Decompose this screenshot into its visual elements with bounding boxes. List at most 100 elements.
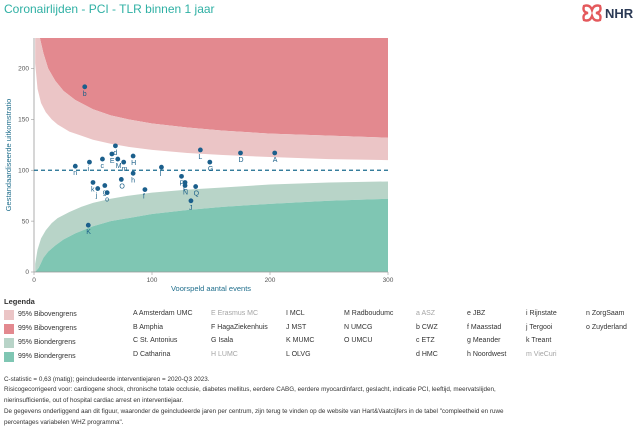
point-label-D: D [239, 157, 244, 164]
point-label-G: G [208, 166, 213, 173]
data-point-A [272, 150, 278, 156]
data-point-k [90, 180, 96, 185]
legend-band-lower99: 99% Biondergrens [4, 351, 76, 362]
legend-label-lower99: 99% Biondergrens [18, 353, 76, 360]
x-tick-label: 200 [265, 277, 276, 284]
legend-swatch-lower99 [4, 351, 14, 362]
y-tick-label: 0 [25, 269, 29, 276]
data-point-h [130, 170, 136, 176]
y-tick-label: 100 [18, 167, 29, 174]
chart-title: Coronairlijden - PCI - TLR binnen 1 jaar [4, 2, 215, 16]
point-label-Q: Q [194, 191, 200, 198]
nhr-logo-text: NHR [605, 6, 634, 21]
y-tick-label: 50 [22, 218, 30, 225]
y-tick-label: 150 [18, 117, 29, 124]
point-label-F: F [183, 186, 187, 193]
legend-hospital-2-2: K MUMC [286, 337, 315, 344]
legend-hospital-6-0: i Rijnstate [526, 310, 557, 317]
legend-hospital-5-3: h Noordwest [467, 350, 507, 358]
data-point-L [197, 147, 203, 153]
legend-hospital-3-0: M Radboudumc [344, 310, 394, 317]
legend-band-upper99: 99% Bibovengrens [4, 323, 77, 334]
point-label-j: j [95, 193, 98, 200]
point-label-A: A [273, 157, 278, 164]
data-point-d [113, 143, 118, 149]
legend-hospital-2-1: J MST [286, 323, 307, 331]
data-point-N [182, 183, 188, 188]
data-point-D [238, 150, 243, 156]
legend-hospital-7-1: o Zuyderland [586, 323, 627, 331]
data-point-K [85, 222, 91, 228]
point-label-d: d [113, 150, 117, 157]
footnote-source-1: De gegevens onderliggend aan dit figuur,… [4, 408, 504, 415]
footnote-risk-1: Risicogecorrigeerd voor: cardiogene shoc… [4, 386, 496, 393]
data-point-b [82, 84, 88, 90]
legend-label-upper95: 95% Bibovengrens [18, 311, 77, 318]
data-point-g [102, 183, 108, 188]
footnote-cstat: C-statistic = 0,63 (matig); geincludeerd… [4, 376, 210, 383]
footnote-risk-2: nierinsufficientie, out of hospital card… [4, 397, 184, 404]
data-point-E [109, 151, 115, 157]
legend-band-lower95: 95% Biondergrens [4, 337, 76, 348]
nhr-logo: NHR [582, 4, 634, 22]
nhr-logo-icon [582, 4, 602, 22]
data-point-j [95, 186, 101, 191]
x-tick-label: 100 [147, 277, 158, 284]
point-label-P: P [180, 180, 185, 187]
point-label-L: L [198, 154, 202, 161]
y-axis-label: Gestandaardiseerde uitkomstratio [4, 99, 13, 212]
legend-hospital-4-2: c ETZ [416, 337, 435, 344]
point-label-c: c [100, 163, 104, 170]
legend-swatch-upper95 [4, 309, 14, 320]
data-point-o [104, 190, 110, 196]
legend-hospital-5-2: g Meander [467, 337, 501, 344]
y-tick-label: 200 [18, 66, 29, 73]
data-point-I [159, 164, 164, 170]
legend-hospital-1-1: F HagaZiekenhuis [211, 323, 268, 331]
x-tick-label: 300 [383, 277, 394, 284]
data-point-i [87, 159, 92, 165]
point-label-M: M [116, 163, 122, 170]
legend-hospital-2-0: I MCL [286, 310, 305, 317]
legend-label-upper99: 99% Bibovengrens [18, 325, 77, 332]
legend-hospital-0-1: B Amphia [133, 323, 163, 331]
data-point-M [115, 156, 121, 162]
legend-hospital-5-1: f Maasstad [467, 323, 502, 331]
legend-hospital-7-0: n ZorgSaam [586, 310, 625, 317]
legend-hospital-1-2: G Isala [211, 337, 234, 344]
legend-hospital-3-2: O UMCU [344, 337, 373, 344]
data-point-P [179, 173, 184, 179]
legend-swatch-upper99 [4, 323, 14, 334]
data-point-H [130, 153, 136, 159]
legend-hospital-0-3: D Catharina [133, 350, 171, 358]
point-label-f: f [143, 194, 145, 201]
funnel-plot: 0 50 100 150 200 0 100 200 300 Voorspeld aantal e… [4, 38, 394, 293]
point-label-N: N [183, 190, 188, 197]
legend-hospital-0-0: A Amsterdam UMC [133, 310, 193, 317]
point-label-b: b [83, 91, 87, 98]
legend-hospital-6-2: k Treant [526, 337, 552, 344]
legend-band-upper95: 95% Bibovengrens [4, 309, 77, 320]
point-label-o: o [105, 197, 109, 204]
data-point-n [72, 163, 78, 169]
legend-hospital-5-0: e JBZ [467, 310, 486, 317]
legend-hospital-4-0: a ASZ [416, 310, 436, 317]
band-lower95 [35, 181, 389, 272]
point-label-I: I [159, 171, 161, 178]
point-label-i: i [87, 166, 89, 173]
point-label-E: E [110, 158, 115, 165]
point-label-h: h [131, 177, 135, 184]
data-point-J [188, 198, 194, 204]
legend-hospital-0-2: C St. Antonius [133, 337, 178, 344]
data-point-G [207, 159, 213, 165]
legend-swatch-lower95 [4, 337, 14, 348]
x-axis-label: Voorspeld aantal events [171, 284, 251, 293]
point-label-J: J [189, 205, 193, 212]
point-label-O: O [119, 183, 125, 190]
data-point-f [142, 187, 148, 192]
legend-hospital-3-1: N UMCG [344, 323, 373, 331]
legend-hospital-6-3: m VieCuri [526, 350, 557, 358]
point-label-K: K [86, 229, 91, 236]
x-tick-label: 0 [32, 277, 36, 284]
legend-hospital-4-1: b CWZ [416, 323, 438, 331]
